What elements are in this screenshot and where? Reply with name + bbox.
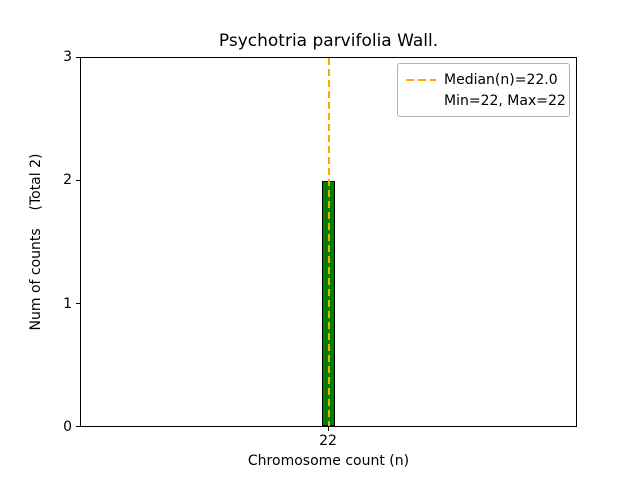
chart-title: Psychotria parvifolia Wall. — [218, 31, 439, 51]
y-tick-label: 2 — [63, 172, 72, 188]
x-axis-label: Chromosome count (n) — [247, 453, 410, 469]
legend-entry: Min=22, Max=22 — [406, 90, 566, 111]
y-axis-label: Num of counts (Total 2) — [28, 153, 44, 331]
plot-area — [80, 57, 577, 427]
legend-entry-label: Min=22, Max=22 — [444, 92, 566, 109]
y-tick-mark — [76, 303, 80, 304]
y-tick-mark — [76, 57, 80, 58]
median-line — [327, 58, 330, 426]
legend-empty-handle — [406, 100, 436, 102]
y-tick-label: 0 — [63, 419, 72, 435]
legend-entry: Median(n)=22.0 — [406, 69, 561, 90]
legend-entry-label: Median(n)=22.0 — [444, 71, 558, 88]
y-tick-label: 1 — [63, 296, 72, 312]
x-tick-mark — [328, 427, 329, 431]
y-tick-mark — [76, 426, 80, 427]
y-tick-mark — [76, 180, 80, 181]
y-tick-label: 3 — [63, 49, 72, 65]
median-dashed-line-swatch — [406, 78, 436, 81]
x-tick-label: 22 — [319, 433, 337, 449]
legend: Median(n)=22.0 Min=22, Max=22 — [397, 63, 570, 117]
